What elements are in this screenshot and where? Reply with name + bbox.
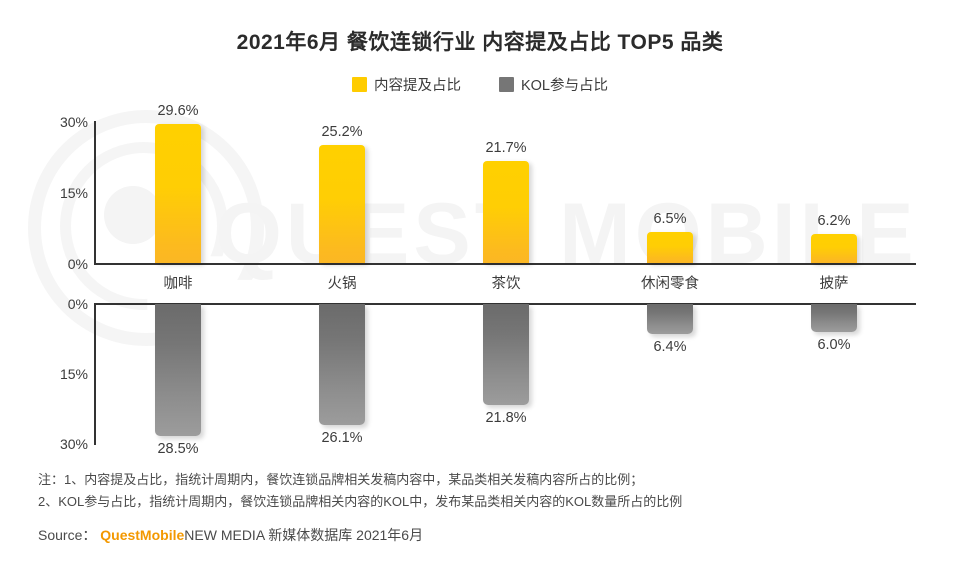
bar-column-kol-participation: 28.5% bbox=[96, 304, 261, 473]
bar-value-label: 26.1% bbox=[321, 429, 363, 446]
bar-column-content-mention: 25.2% bbox=[260, 92, 425, 263]
bar-column-content-mention: 6.2% bbox=[752, 92, 917, 263]
bar-value-label: 28.5% bbox=[157, 441, 199, 458]
bottom-chart-x-axis bbox=[94, 303, 916, 305]
top-ytick-15: 15% bbox=[59, 185, 88, 201]
bottom-ytick-15: 15% bbox=[59, 366, 88, 382]
bar-column-content-mention: 29.6% bbox=[96, 92, 261, 263]
category-label: 火锅 bbox=[327, 276, 357, 292]
legend-swatch-icon bbox=[498, 77, 514, 92]
bar-kol-participation[interactable] bbox=[155, 304, 201, 437]
bottom-ytick-0: 0% bbox=[67, 296, 88, 312]
bar-content-mention[interactable] bbox=[811, 233, 857, 263]
bar-kol-participation[interactable] bbox=[811, 304, 857, 332]
footnotes: 注：1、内容提及占比，指统计周期内，餐饮连锁品牌相关发稿内容中，某品类相关发稿内… bbox=[38, 469, 928, 513]
top-ytick-0: 0% bbox=[67, 256, 88, 272]
legend-item-content-mention[interactable]: 内容提及占比 bbox=[351, 74, 461, 95]
bar-column-kol-participation: 6.4% bbox=[588, 304, 753, 473]
page-title: 2021年6月 餐饮连锁行业 内容提及占比 TOP5 品类 bbox=[236, 31, 724, 54]
footnote-line-1: 注：1、内容提及占比，指统计周期内，餐饮连锁品牌相关发稿内容中，某品类相关发稿内… bbox=[38, 472, 644, 487]
bar-value-label: 29.6% bbox=[157, 102, 199, 119]
bar-content-mention[interactable] bbox=[155, 123, 201, 263]
legend-item-kol-participation[interactable]: KOL参与占比 bbox=[498, 74, 608, 95]
bar-column-content-mention: 6.5% bbox=[588, 92, 753, 263]
bar-value-label: 6.5% bbox=[653, 211, 687, 228]
legend-swatch-icon bbox=[351, 77, 367, 92]
top-ytick-30: 30% bbox=[59, 114, 88, 130]
category-label: 茶饮 bbox=[491, 276, 521, 292]
source-rest: NEW MEDIA 新媒体数据库 2021年6月 bbox=[184, 527, 424, 543]
bottom-ytick-30: 30% bbox=[59, 436, 88, 452]
bar-value-label: 6.2% bbox=[817, 212, 851, 229]
footnote-line-2: 2、KOL参与占比，指统计周期内，餐饮连锁品牌相关内容的KOL中，发布某品类相关… bbox=[38, 494, 683, 509]
legend-label: KOL参与占比 bbox=[520, 78, 608, 94]
chart-legend: 内容提及占比 KOL参与占比 bbox=[0, 74, 960, 95]
source-prefix: Source： bbox=[38, 527, 97, 543]
bar-column-kol-participation: 26.1% bbox=[260, 304, 425, 473]
category-label: 休闲零食 bbox=[641, 276, 699, 292]
bar-value-label: 6.4% bbox=[653, 338, 687, 355]
bar-column-kol-participation: 21.8% bbox=[424, 304, 589, 473]
top-chart-y-axis bbox=[94, 121, 96, 264]
bar-value-label: 21.7% bbox=[485, 140, 527, 157]
bar-value-label: 6.0% bbox=[817, 336, 851, 353]
bar-value-label: 25.2% bbox=[321, 123, 363, 140]
category-label: 咖啡 bbox=[163, 276, 193, 292]
category-label: 披萨 bbox=[819, 276, 849, 292]
bar-value-label: 21.8% bbox=[485, 410, 527, 426]
bar-column-content-mention: 21.7% bbox=[424, 92, 589, 263]
source-line: Source： QuestMobileNEW MEDIA 新媒体数据库 2021… bbox=[38, 525, 423, 545]
bar-content-mention[interactable] bbox=[647, 232, 693, 263]
bottom-chart-y-axis bbox=[94, 303, 96, 445]
top-chart-x-axis bbox=[94, 263, 916, 265]
source-brand: QuestMobile bbox=[100, 527, 185, 543]
bar-kol-participation[interactable] bbox=[483, 304, 529, 405]
bar-kol-participation[interactable] bbox=[647, 304, 693, 334]
bar-column-kol-participation: 6.0% bbox=[752, 304, 917, 473]
bar-content-mention[interactable] bbox=[319, 144, 365, 263]
bar-kol-participation[interactable] bbox=[319, 304, 365, 425]
legend-label: 内容提及占比 bbox=[373, 78, 461, 94]
bar-content-mention[interactable] bbox=[483, 161, 529, 263]
